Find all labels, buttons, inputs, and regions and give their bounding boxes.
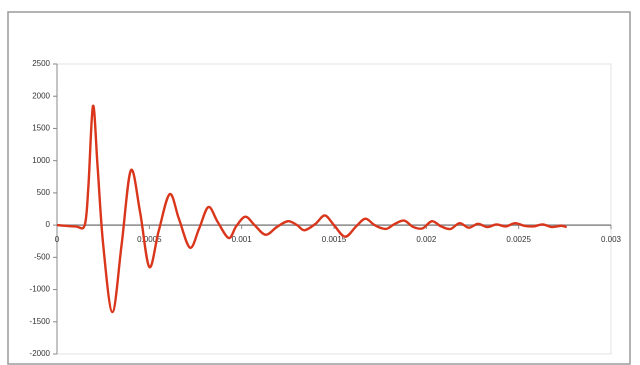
- x-tick-label: 0.002: [416, 235, 437, 244]
- x-tick-label: 0.001: [232, 235, 253, 244]
- y-tick-label: -1000: [30, 285, 51, 294]
- y-tick-label: 500: [37, 188, 51, 197]
- y-tick-label: -500: [34, 252, 51, 261]
- x-tick-label: 0.0005: [137, 235, 162, 244]
- y-tick-label: 2500: [32, 59, 50, 68]
- signal-line: [56, 104, 568, 314]
- chart-frame: [7, 11, 631, 365]
- x-tick-label: 0.003: [601, 235, 622, 244]
- y-tick-label: 1000: [32, 156, 50, 165]
- y-tick-label: 1500: [32, 124, 50, 133]
- x-tick-label: 0.0025: [506, 235, 531, 244]
- y-tick-label: -1500: [30, 317, 51, 326]
- y-tick-label: 0: [46, 220, 51, 229]
- x-tick-label: 0.0015: [322, 235, 347, 244]
- y-tick-label: 2000: [32, 91, 50, 100]
- x-tick-label: 0: [55, 235, 60, 244]
- y-tick-label: -2000: [30, 349, 51, 358]
